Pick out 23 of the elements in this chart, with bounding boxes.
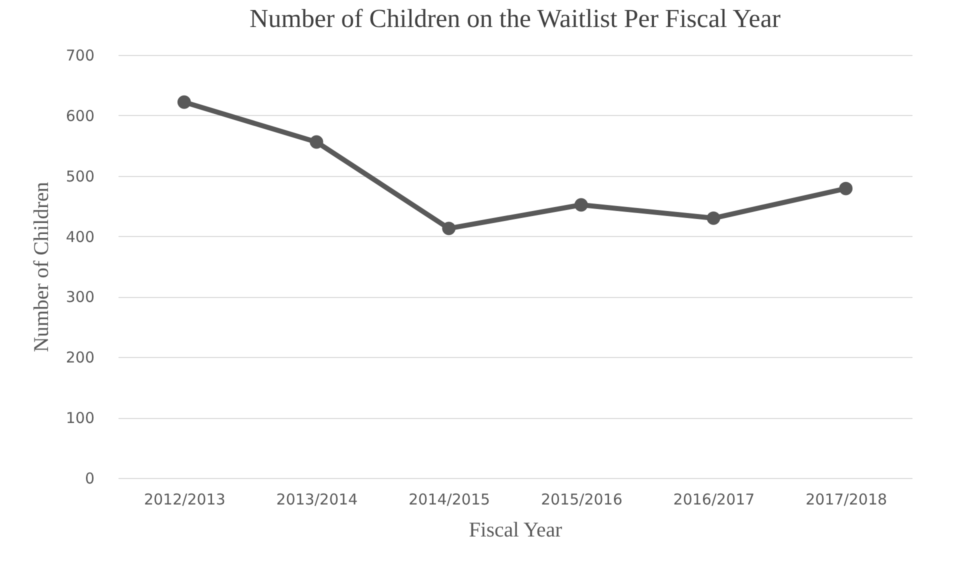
y-tick-label: 400: [66, 228, 94, 246]
chart-title: Number of Children on the Waitlist Per Fiscal Year: [249, 4, 781, 33]
x-tick-label: 2012/2013: [144, 490, 226, 508]
point: [177, 95, 191, 109]
y-tick-label: 700: [66, 46, 94, 64]
point: [706, 211, 720, 225]
point: [442, 222, 456, 236]
x-tick-label: 2013/2014: [276, 490, 358, 508]
x-tick-label: 2016/2017: [673, 490, 755, 508]
y-tick-label: 100: [66, 409, 94, 428]
x-axis-title: Fiscal Year: [468, 518, 562, 542]
y-tick-label: 200: [66, 348, 94, 367]
x-tick-label: 2014/2015: [408, 490, 490, 508]
point: [310, 135, 324, 149]
point: [574, 198, 588, 212]
y-tick-label: 600: [66, 106, 94, 125]
x-tick-label: 2015/2016: [540, 490, 622, 508]
x-tick-label: 2017/2018: [806, 490, 888, 508]
y-axis-title: Number of Children: [28, 181, 53, 352]
y-tick-label: 0: [84, 470, 94, 488]
y-tick-label: 500: [66, 167, 94, 186]
point: [839, 182, 853, 196]
y-tick-label: 300: [66, 288, 94, 306]
